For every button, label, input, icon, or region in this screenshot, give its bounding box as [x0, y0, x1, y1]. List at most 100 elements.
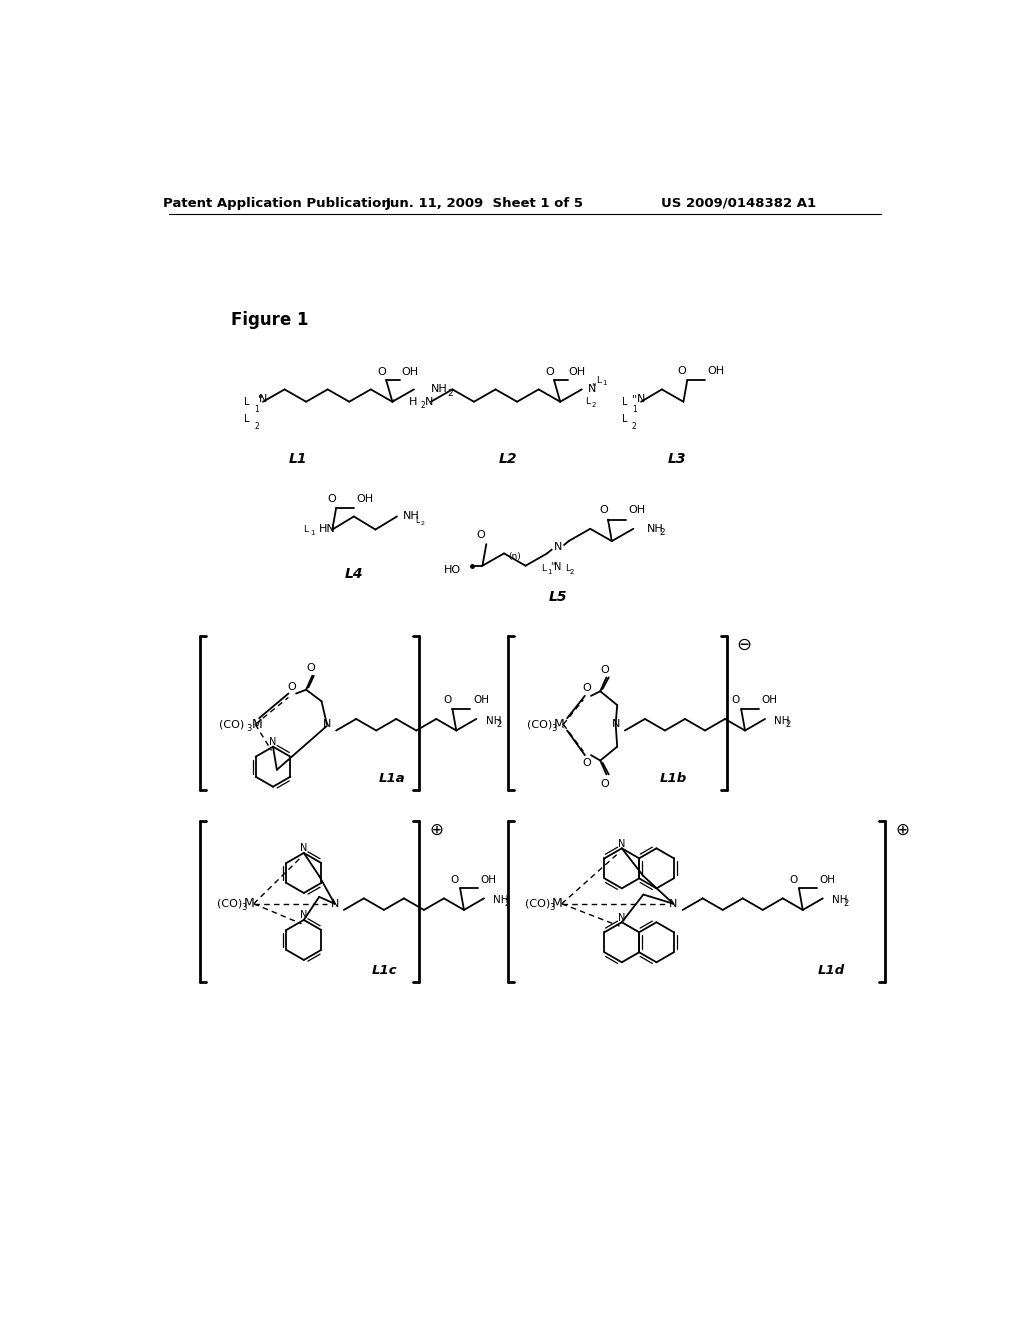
Text: O: O: [582, 758, 591, 768]
Text: ": ": [550, 561, 555, 572]
Text: OH: OH: [401, 367, 419, 378]
Text: Figure 1: Figure 1: [230, 312, 308, 329]
Text: OH: OH: [762, 696, 777, 705]
Text: N: N: [300, 911, 307, 920]
Text: N: N: [331, 899, 339, 908]
Text: N: N: [554, 543, 562, 552]
Text: NH: NH: [485, 715, 501, 726]
Text: N: N: [323, 719, 331, 730]
Text: M: M: [554, 718, 565, 731]
Text: OH: OH: [819, 875, 836, 884]
Text: Patent Application Publication: Patent Application Publication: [163, 197, 391, 210]
Text: O: O: [732, 696, 740, 705]
Text: H: H: [409, 397, 417, 407]
Text: (CO): (CO): [527, 719, 552, 730]
Text: O: O: [306, 663, 315, 673]
Text: N: N: [425, 397, 433, 407]
Text: ": ": [258, 395, 263, 404]
Text: 3: 3: [551, 723, 557, 733]
Text: N: N: [670, 899, 678, 908]
Text: ⊖: ⊖: [736, 636, 752, 653]
Text: L1a: L1a: [379, 772, 406, 785]
Text: O: O: [790, 875, 798, 884]
Text: L3: L3: [668, 451, 686, 466]
Text: O: O: [287, 682, 296, 693]
Text: L1b: L1b: [659, 772, 687, 785]
Text: 2: 2: [844, 899, 849, 908]
Text: L: L: [596, 376, 601, 384]
Text: O: O: [443, 696, 452, 705]
Text: 3: 3: [241, 903, 247, 912]
Text: 1: 1: [602, 380, 606, 387]
Text: NH: NH: [431, 384, 447, 395]
Text: L: L: [303, 525, 307, 535]
Text: O: O: [600, 779, 609, 788]
Text: O: O: [377, 367, 386, 378]
Text: 1: 1: [255, 405, 259, 413]
Text: O: O: [600, 665, 609, 675]
Text: N: N: [611, 719, 620, 730]
Text: Jun. 11, 2009  Sheet 1 of 5: Jun. 11, 2009 Sheet 1 of 5: [386, 197, 584, 210]
Text: ⊕: ⊕: [895, 821, 909, 838]
Text: O: O: [476, 529, 485, 540]
Text: M: M: [252, 718, 262, 731]
Text: 2: 2: [421, 521, 424, 525]
Text: L: L: [415, 516, 419, 525]
Text: 2: 2: [497, 719, 502, 729]
Text: 2: 2: [255, 422, 259, 430]
Text: 1: 1: [632, 405, 637, 413]
Text: 3: 3: [246, 723, 252, 733]
Text: OH: OH: [568, 367, 586, 378]
Text: N: N: [300, 843, 307, 853]
Text: ": ": [632, 395, 638, 404]
Text: NH: NH: [774, 715, 790, 726]
Text: NH: NH: [833, 895, 848, 906]
Text: (n): (n): [508, 552, 521, 561]
Text: L: L: [245, 397, 250, 407]
Text: L: L: [542, 565, 547, 573]
Text: L: L: [622, 397, 628, 407]
Text: 2: 2: [447, 389, 454, 397]
Text: HO: HO: [443, 565, 461, 574]
Text: 1: 1: [547, 569, 552, 576]
Text: NH: NH: [403, 511, 420, 521]
Text: L: L: [564, 565, 569, 573]
Text: 2: 2: [632, 422, 637, 430]
Text: L1d: L1d: [817, 964, 845, 977]
Text: L: L: [586, 397, 591, 407]
Text: O: O: [451, 875, 459, 884]
Text: 2: 2: [785, 719, 791, 729]
Text: (CO): (CO): [217, 899, 242, 908]
Text: (CO): (CO): [219, 719, 245, 730]
Text: O: O: [545, 367, 554, 378]
Text: N: N: [588, 384, 596, 395]
Text: 2: 2: [659, 528, 666, 537]
Text: N: N: [618, 838, 626, 849]
Text: 2: 2: [420, 401, 425, 411]
Text: M: M: [244, 898, 255, 911]
Text: L1: L1: [289, 451, 307, 466]
Text: N: N: [618, 912, 626, 923]
Text: OH: OH: [480, 875, 497, 884]
Text: L2: L2: [499, 451, 517, 466]
Text: OH: OH: [628, 506, 645, 515]
Text: ": ": [591, 381, 596, 392]
Text: NH: NH: [647, 524, 664, 533]
Text: OH: OH: [708, 366, 724, 376]
Text: N: N: [637, 395, 645, 404]
Text: N: N: [554, 561, 561, 572]
Text: L4: L4: [345, 568, 364, 581]
Text: L: L: [622, 413, 628, 424]
Text: NH: NH: [494, 895, 509, 906]
Text: 2: 2: [569, 569, 574, 576]
Text: L5: L5: [549, 590, 567, 605]
Text: O: O: [599, 506, 607, 515]
Text: O: O: [327, 494, 336, 504]
Text: ⊕: ⊕: [429, 821, 443, 838]
Text: (CO): (CO): [524, 899, 550, 908]
Text: 2: 2: [591, 401, 596, 408]
Text: N: N: [259, 395, 267, 404]
Text: HN: HN: [318, 524, 335, 533]
Text: 3: 3: [549, 903, 554, 912]
Text: 1: 1: [310, 531, 314, 536]
